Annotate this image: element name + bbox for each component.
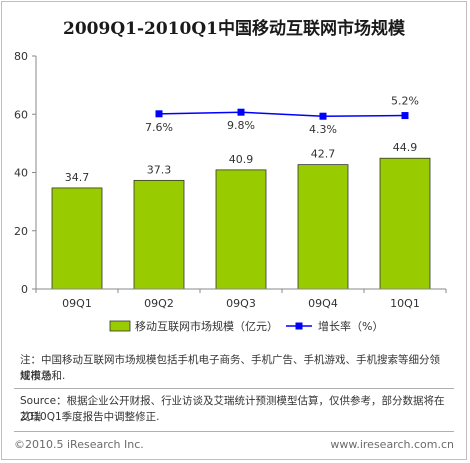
source-line-1: Source：根据企业公开财报、行业访谈及艾瑞统计预测模型估算，仅供参考，部分数…	[20, 395, 445, 423]
copyright-text: ©2010.5 iResearch Inc.	[14, 438, 144, 451]
footnote-line-1: 注：中国移动互联网市场规模包括手机电子商务、手机广告、手机游戏、手机搜索等细分领…	[20, 354, 440, 382]
legend-line-marker	[295, 322, 303, 330]
growth-value-label: 9.8%	[227, 119, 255, 132]
bar	[51, 187, 103, 290]
x-tick-label: 10Q1	[390, 297, 420, 310]
growth-line-series: 7.6% 9.8% 4.3% 5.2%	[145, 95, 419, 137]
growth-point	[155, 110, 163, 118]
y-tick-label: 20	[14, 225, 28, 238]
bar-value-label: 34.7	[65, 171, 90, 184]
chart-canvas: 0 20 40 60 80 34.7 37.3 40.9 42.7 44.9 7.6% 9.8% 4…	[14, 50, 447, 333]
y-tick-label: 80	[14, 50, 28, 63]
source-line-2: 2010Q1季度报告中调整修正.	[20, 411, 160, 423]
growth-point	[319, 112, 327, 120]
y-axis: 0 20 40 60 80	[14, 50, 37, 296]
x-axis: 09Q1 09Q2 09Q3 09Q4 10Q1	[35, 288, 447, 310]
growth-line	[158, 111, 406, 117]
chart-title: 2009Q1-2010Q1中国移动互联网市场规模	[63, 19, 405, 39]
growth-value-label: 5.2%	[391, 95, 419, 108]
x-tick-label: 09Q4	[308, 297, 338, 310]
bar-series: 34.7 37.3 40.9 42.7 44.9	[51, 141, 431, 290]
bar-value-label: 37.3	[147, 163, 172, 176]
growth-value-label: 4.3%	[309, 123, 337, 136]
divider	[14, 431, 454, 432]
x-tick-label: 09Q2	[144, 297, 174, 310]
bar	[133, 179, 185, 290]
legend-bar-label: 移动互联网市场规模（亿元）	[135, 319, 278, 333]
y-tick-label: 0	[21, 283, 28, 296]
website-link[interactable]: www.iresearch.com.cn	[330, 438, 454, 451]
legend-line-label: 增长率（%）	[318, 319, 383, 333]
bar	[379, 157, 431, 290]
bar-value-label: 40.9	[229, 153, 254, 166]
y-tick-label: 40	[14, 167, 28, 180]
growth-value-label: 7.6%	[145, 121, 173, 134]
x-tick-label: 09Q3	[226, 297, 256, 310]
bar-value-label: 42.7	[311, 148, 336, 161]
divider	[14, 388, 454, 389]
growth-point	[401, 112, 409, 120]
footnote-line-2: 规模总和.	[20, 370, 66, 382]
x-tick-label: 09Q1	[62, 297, 92, 310]
y-tick-label: 60	[14, 108, 28, 121]
bar	[215, 169, 267, 290]
growth-point	[237, 108, 245, 116]
legend: 移动互联网市场规模（亿元） 增长率（%）	[109, 319, 383, 333]
bar	[297, 164, 349, 290]
legend-bar-swatch	[109, 320, 131, 332]
bar-value-label: 44.9	[393, 141, 418, 154]
